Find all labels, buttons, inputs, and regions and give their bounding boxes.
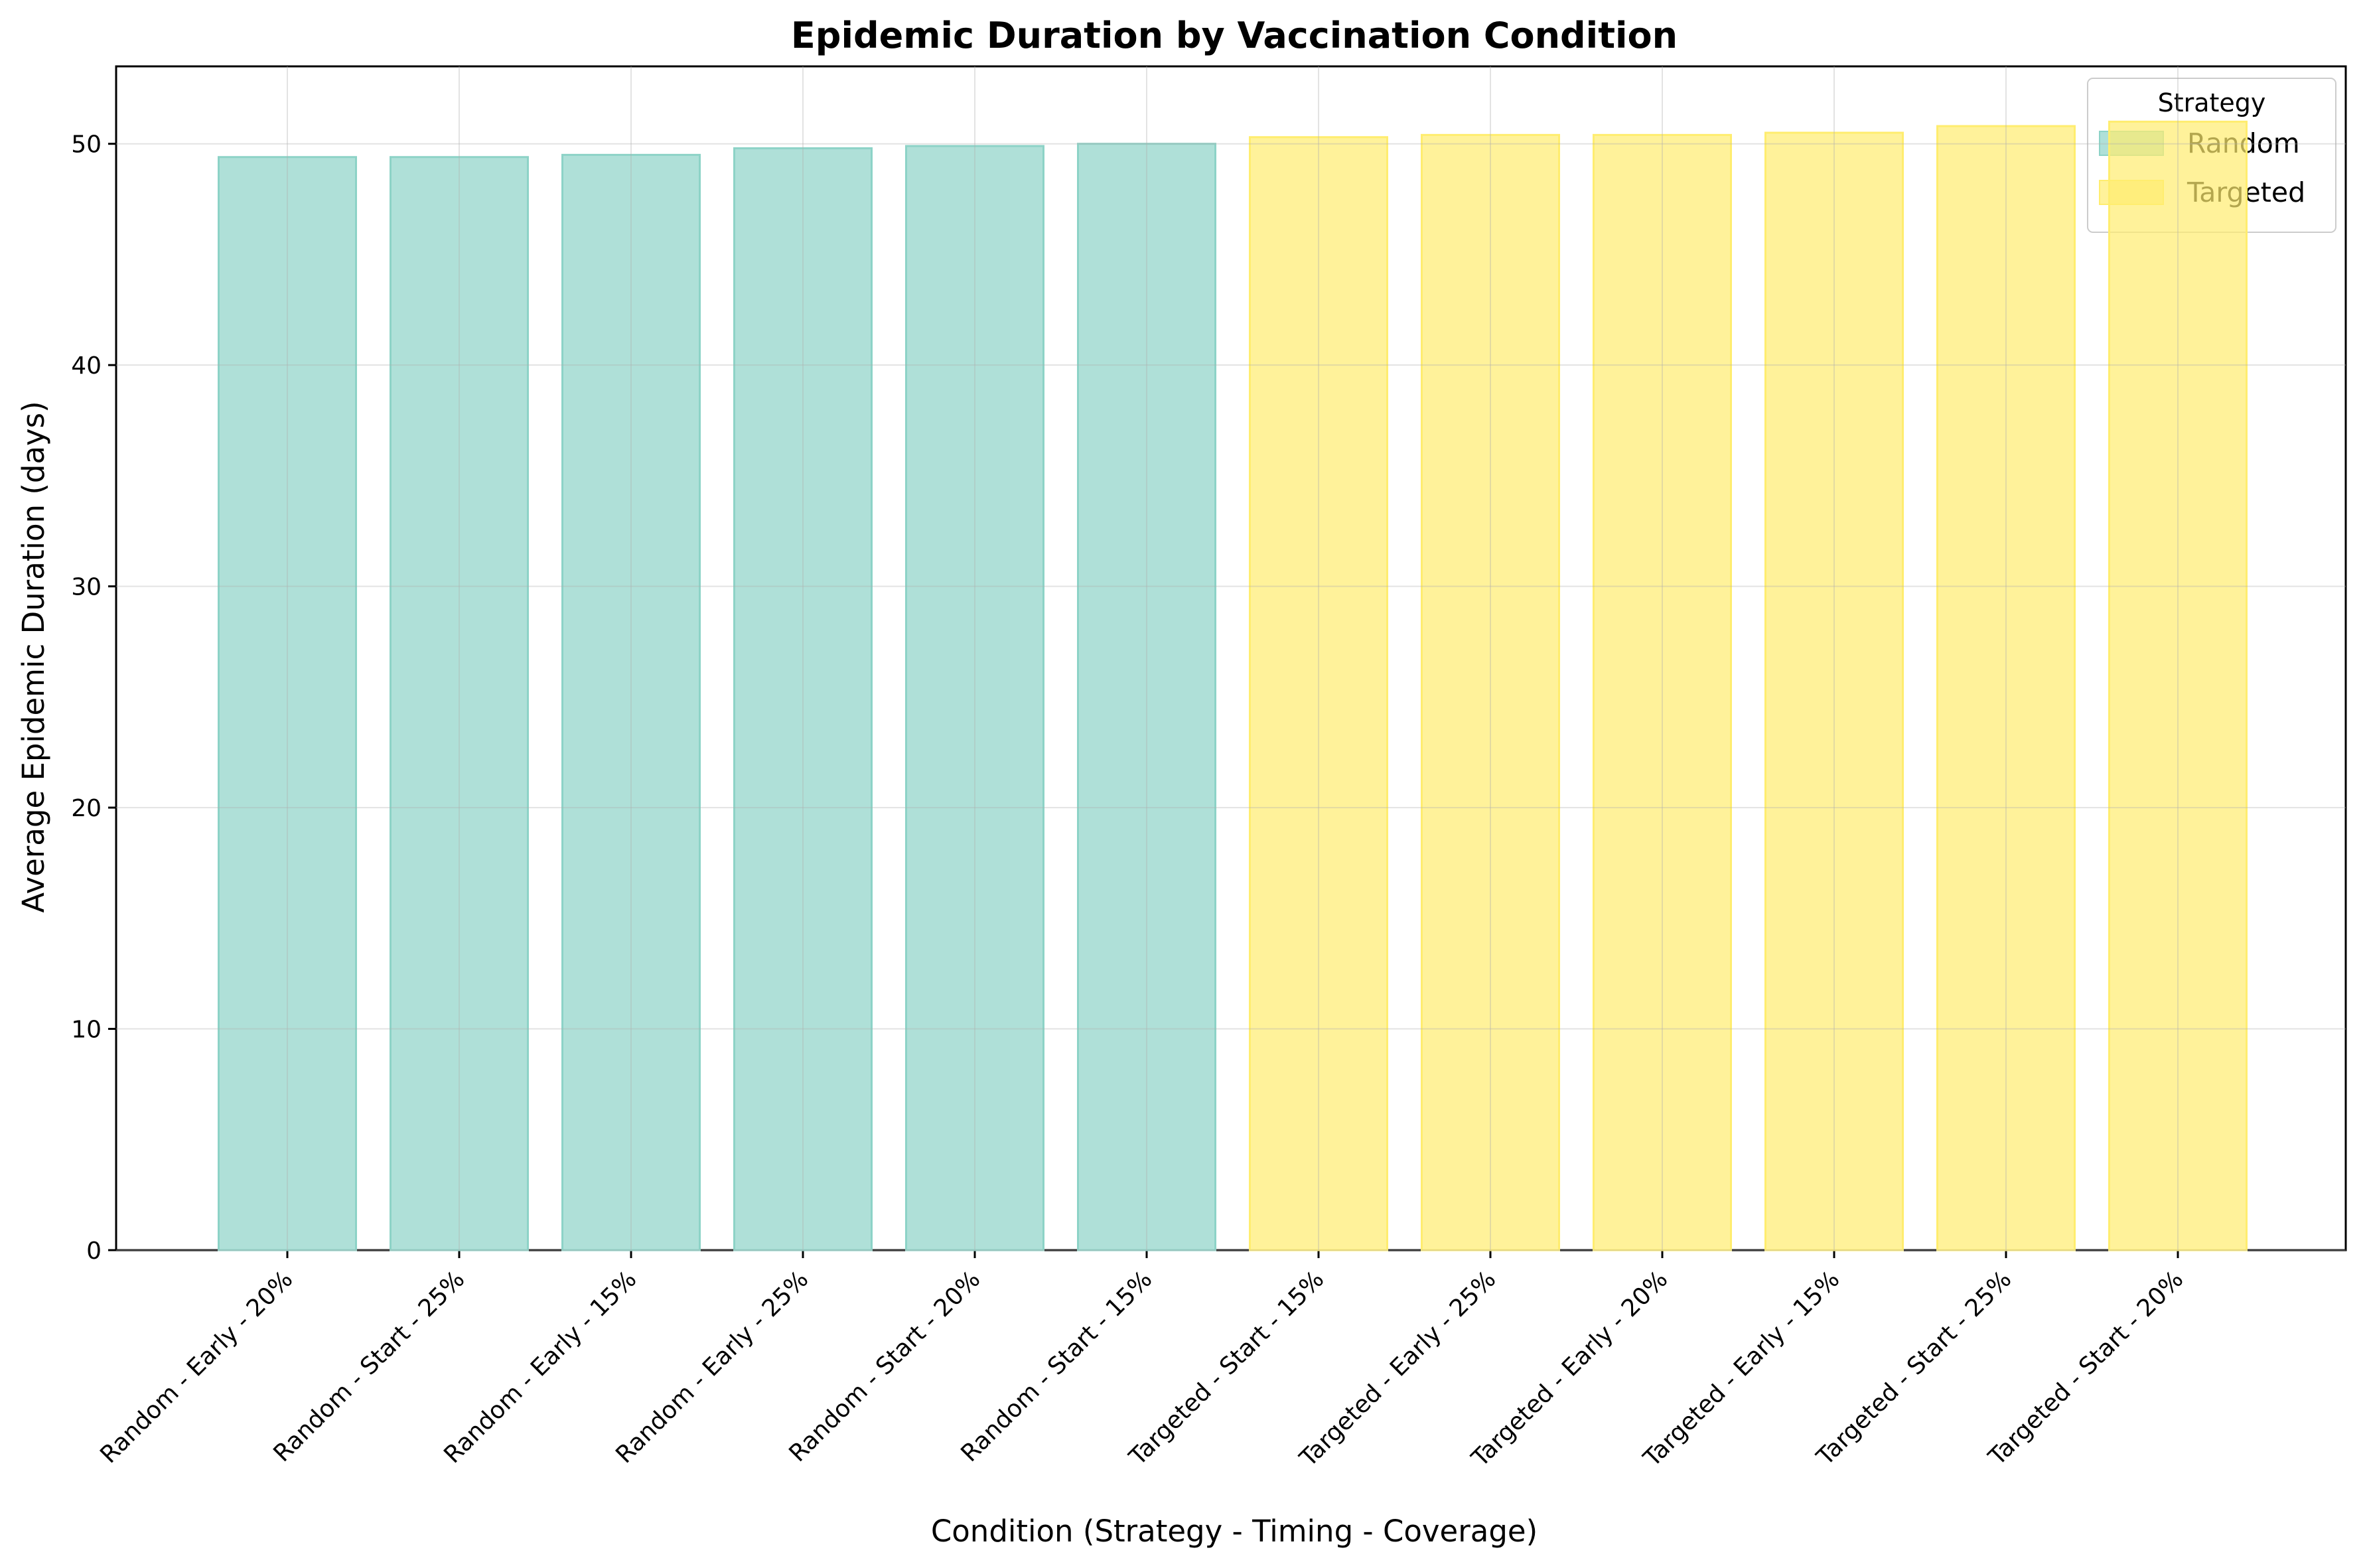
y-axis-label: Average Epidemic Duration (days) bbox=[16, 401, 51, 912]
chart-title: Epidemic Duration by Vaccination Conditi… bbox=[791, 15, 1678, 56]
bar-6 bbox=[1077, 143, 1216, 1251]
y-tick-label-0: 0 bbox=[86, 1238, 102, 1265]
y-tick-label-1: 10 bbox=[71, 1017, 102, 1044]
bar-7 bbox=[1249, 136, 1388, 1251]
bar-3 bbox=[561, 153, 701, 1251]
x-axis-label: Condition (Strategy - Timing - Coverage) bbox=[931, 1514, 1538, 1549]
y-tick-label-2: 20 bbox=[71, 795, 102, 822]
legend-title: Strategy bbox=[2158, 88, 2266, 117]
bar-5 bbox=[905, 145, 1044, 1251]
bar-8 bbox=[1421, 133, 1560, 1251]
bar-4 bbox=[733, 147, 873, 1251]
bar-10 bbox=[1764, 131, 1904, 1251]
bar-12 bbox=[2108, 120, 2248, 1251]
bar-layer bbox=[218, 120, 2248, 1251]
grid-layer bbox=[116, 66, 2346, 1251]
bar-2 bbox=[390, 156, 529, 1251]
y-tick-label-4: 40 bbox=[71, 352, 102, 380]
y-tick-label-5: 50 bbox=[71, 131, 102, 159]
bar-1 bbox=[218, 156, 357, 1251]
y-tick-label-3: 30 bbox=[71, 574, 102, 601]
bar-9 bbox=[1593, 133, 1732, 1251]
plot-frame bbox=[115, 65, 2347, 1251]
bar-11 bbox=[1936, 125, 2076, 1251]
